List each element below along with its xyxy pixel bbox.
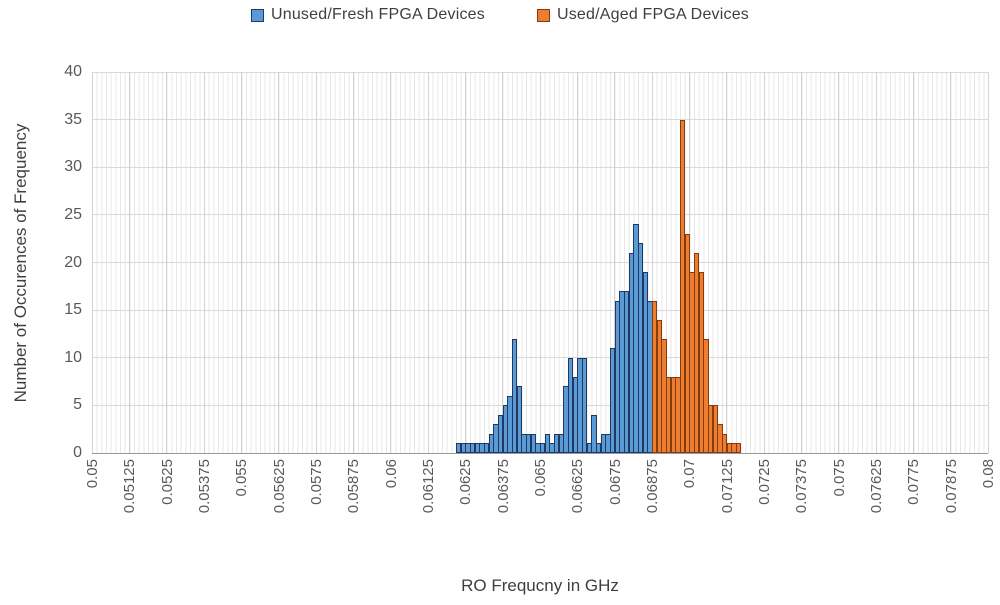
legend-item-unused-fresh: Unused/Fresh FPGA Devices [250, 6, 485, 24]
gridline-vertical-major [950, 72, 952, 453]
y-tick-label: 20 [64, 253, 82, 271]
x-tick-label: 0.075 [830, 459, 848, 497]
x-tick-label: 0.0775 [905, 459, 923, 505]
gridline-vertical-major [763, 72, 765, 453]
x-axis-title: RO Frequcny in GHz [461, 576, 619, 595]
gridline-vertical-major [240, 72, 242, 453]
gridline-vertical-major [539, 72, 541, 453]
gridline-vertical-major [502, 72, 504, 453]
histogram-bar-fresh [591, 414, 597, 453]
gridline-vertical-major [651, 72, 653, 453]
histogram-bar-fresh [516, 386, 523, 453]
histogram-bar-fresh [530, 433, 537, 453]
plot-area [91, 71, 989, 454]
gridline-vertical-major [203, 72, 205, 453]
gridline-vertical-major [464, 72, 466, 453]
gridline-vertical-major [614, 72, 616, 453]
gridline-vertical-major [576, 72, 578, 453]
x-tick-label: 0.05375 [196, 459, 213, 514]
y-tick-label: 40 [64, 63, 82, 80]
x-tick-label: 0.05875 [345, 459, 363, 514]
y-tick-label: 10 [64, 348, 82, 366]
legend-label: Unused/Fresh FPGA Devices [270, 6, 485, 23]
x-tick-label: 0.0525 [158, 459, 176, 505]
legend-item-used-aged: Used/Aged FPGA Devices [536, 6, 749, 24]
x-tick-label: 0.0625 [457, 459, 475, 505]
gridline-vertical-major [427, 72, 429, 453]
x-tick-label: 0.06625 [569, 459, 587, 514]
legend-swatch-orange-icon [536, 8, 550, 22]
y-tick-label: 35 [64, 110, 82, 128]
histogram-bar-aged [722, 433, 728, 453]
x-tick-label: 0.07875 [942, 459, 960, 514]
y-tick-label: 0 [73, 444, 82, 461]
x-tick-label: 0.07375 [793, 459, 811, 514]
gridline-vertical-major [838, 72, 840, 453]
gridline-vertical-major [987, 72, 989, 453]
y-tick-label: 5 [73, 396, 82, 414]
legend-swatch-blue-icon [250, 8, 264, 22]
histogram-bar-fresh [544, 433, 551, 453]
gridline-vertical-major [91, 72, 93, 453]
gridline-vertical-major [128, 72, 130, 453]
legend-label: Used/Aged FPGA Devices [556, 6, 749, 23]
gridline-vertical-major [278, 72, 280, 453]
x-tick-label: 0.07125 [718, 459, 736, 514]
x-tick-label: 0.06875 [644, 459, 661, 514]
histogram-bar-aged [736, 443, 742, 453]
gridline-vertical-major [912, 72, 914, 453]
x-tick-label: 0.07 [681, 459, 699, 489]
x-tick-label: 0.0725 [756, 459, 773, 505]
x-tick-label: 0.065 [532, 459, 549, 497]
y-tick-label: 15 [64, 301, 82, 319]
gridline-vertical-major [726, 72, 728, 453]
y-tick-label: 25 [64, 205, 82, 223]
gridline-vertical-major [352, 72, 354, 453]
gridline-vertical-major [875, 72, 877, 453]
gridline-vertical-major [166, 72, 168, 453]
x-tick-label: 0.0675 [606, 459, 624, 505]
x-tick-label: 0.0575 [308, 459, 325, 505]
x-tick-label: 0.05 [84, 459, 101, 489]
gridline-vertical-major [800, 72, 802, 453]
x-tick-label: 0.05125 [121, 459, 139, 514]
histogram-bar-aged [703, 338, 709, 453]
x-tick-label: 0.06 [382, 459, 400, 489]
x-tick-label: 0.055 [233, 459, 251, 497]
histogram-bar-fresh [582, 357, 588, 453]
gridline-vertical-major [315, 72, 317, 453]
x-tick-label: 0.06375 [494, 459, 512, 514]
x-tick-label: 0.07625 [868, 459, 885, 514]
y-tick-label: 30 [64, 158, 82, 176]
gridline-vertical-major [390, 72, 392, 453]
x-tick-label: 0.05625 [270, 459, 288, 514]
x-tick-label: 0.08 [980, 459, 997, 489]
x-tick-label: 0.06125 [420, 459, 437, 514]
chart-legend: Unused/Fresh FPGA Devices Used/Aged FPGA… [0, 6, 1000, 24]
